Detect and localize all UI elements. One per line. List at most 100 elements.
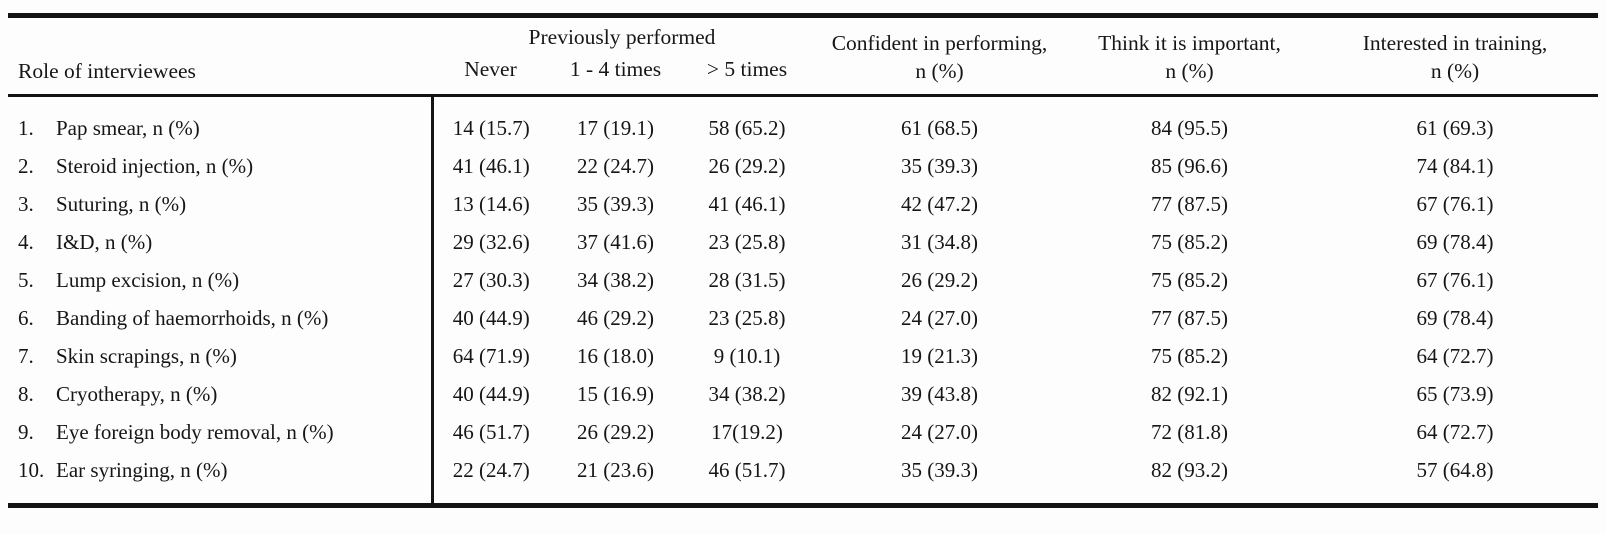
row-role-label: Steroid injection, n (%) (56, 153, 254, 178)
cell-confident: 42 (47.2) (901, 191, 978, 216)
table-row: 6. Banding of haemorrhoids, n (%) 40 (44.… (8, 299, 1598, 338)
table-row: 2. Steroid injection, n (%) 41 (46.1) 22 … (8, 147, 1598, 186)
row-role-label: Eye foreign body removal, n (%) (56, 419, 334, 444)
row-role-label: Banding of haemorrhoids, n (%) (56, 305, 329, 330)
cell-confident: 31 (34.8) (901, 229, 978, 254)
cell-confident: 39 (43.8) (901, 381, 978, 406)
cell-gt-5-times: 26 (29.2) (708, 153, 786, 178)
cell-gt-5-times: 9 (10.1) (713, 343, 781, 368)
table-row: 9. Eye foreign body removal, n (%) 46 (51… (8, 413, 1598, 452)
cell-never: 13 (14.6) (452, 191, 530, 216)
cell-important: 72 (81.8) (1151, 419, 1228, 444)
cell-interested: 67 (76.1) (1416, 267, 1494, 292)
row-role-label: Skin scrapings, n (%) (56, 343, 237, 368)
cell-1-4-times: 16 (18.0) (577, 343, 654, 368)
row-number: 7. (18, 343, 34, 368)
cell-gt-5-times: 17(19.2) (711, 419, 783, 444)
row-number: 6. (18, 305, 34, 330)
cell-important: 77 (87.5) (1151, 305, 1228, 330)
header-role-of-interviewees: Role of interviewees (8, 15, 432, 98)
cell-role: 9. Eye foreign body removal, n (%) (8, 413, 434, 452)
header-interested-line2: n (%) (1430, 59, 1480, 84)
header-interested-in-training: Interested in training, n (%) (1312, 15, 1598, 98)
row-number: 10. (18, 457, 45, 482)
cell-interested: 64 (72.7) (1416, 343, 1494, 368)
cell-gt-5-times: 41 (46.1) (708, 191, 786, 216)
cell-confident: 26 (29.2) (901, 267, 978, 292)
cell-1-4-times: 35 (39.3) (577, 191, 654, 216)
cell-interested: 74 (84.1) (1416, 153, 1494, 178)
cell-role: 10. Ear syringing, n (%) (8, 451, 434, 506)
cell-role: 6. Banding of haemorrhoids, n (%) (8, 299, 434, 338)
cell-important: 77 (87.5) (1151, 191, 1228, 216)
cell-role: 7. Skin scrapings, n (%) (8, 337, 434, 376)
table-body: 1. Pap smear, n (%) 14 (15.7) 17 (19.1) 5… (8, 95, 1598, 506)
header-important-line1: Think it is important, (1098, 31, 1281, 56)
row-role-label: Cryotherapy, n (%) (56, 381, 218, 406)
cell-1-4-times: 34 (38.2) (577, 267, 654, 292)
cell-never: 41 (46.1) (452, 153, 530, 178)
cell-1-4-times: 21 (23.6) (577, 457, 654, 482)
table-row: 1. Pap smear, n (%) 14 (15.7) 17 (19.1) 5… (8, 95, 1598, 148)
procedures-table: Role of interviewees Previously performe… (8, 13, 1598, 509)
cell-never: 27 (30.3) (452, 267, 530, 292)
cell-important: 75 (85.2) (1151, 343, 1228, 368)
row-number: 4. (18, 229, 34, 254)
header-confident-in-performing: Confident in performing, n (%) (812, 15, 1067, 98)
cell-important: 75 (85.2) (1151, 267, 1228, 292)
cell-interested: 69 (78.4) (1416, 305, 1494, 330)
cell-confident: 19 (21.3) (901, 343, 978, 368)
cell-interested: 57 (64.8) (1416, 457, 1494, 482)
header-confident-line2: n (%) (915, 59, 964, 84)
cell-1-4-times: 46 (29.2) (577, 305, 654, 330)
cell-gt-5-times: 34 (38.2) (708, 381, 786, 406)
row-number: 2. (18, 153, 34, 178)
cell-interested: 65 (73.9) (1416, 381, 1494, 406)
row-role-label: Ear syringing, n (%) (56, 457, 228, 482)
cell-important: 82 (92.1) (1151, 381, 1228, 406)
table-row: 8. Cryotherapy, n (%) 40 (44.9) 15 (16.9)… (8, 375, 1598, 414)
header-important-line2: n (%) (1165, 59, 1214, 84)
cell-important: 84 (95.5) (1151, 115, 1228, 140)
cell-confident: 35 (39.3) (901, 457, 978, 482)
cell-confident: 24 (27.0) (901, 419, 978, 444)
row-role-label: Pap smear, n (%) (56, 115, 200, 140)
row-number: 5. (18, 267, 34, 292)
cell-1-4-times: 15 (16.9) (577, 381, 654, 406)
cell-1-4-times: 37 (41.6) (577, 229, 654, 254)
cell-confident: 35 (39.3) (901, 153, 978, 178)
table-row: 10. Ear syringing, n (%) 22 (24.7) 21 (23… (8, 451, 1598, 506)
row-role-label: Suturing, n (%) (56, 191, 187, 216)
cell-never: 46 (51.7) (452, 419, 530, 444)
paper-table-page: Role of interviewees Previously performe… (0, 13, 1606, 534)
cell-1-4-times: 22 (24.7) (577, 153, 654, 178)
cell-important: 75 (85.2) (1151, 229, 1228, 254)
cell-important: 85 (96.6) (1151, 153, 1228, 178)
cell-role: 4. I&D, n (%) (8, 223, 434, 262)
header-interested-line1: Interested in training, (1362, 31, 1548, 56)
table-row: 4. I&D, n (%) 29 (32.6) 37 (41.6) 23 (25.… (8, 223, 1598, 262)
cell-role: 1. Pap smear, n (%) (8, 95, 434, 148)
cell-gt-5-times: 46 (51.7) (708, 457, 786, 482)
row-number: 8. (18, 381, 34, 406)
cell-important: 82 (93.2) (1151, 457, 1228, 482)
cell-confident: 61 (68.5) (901, 115, 978, 140)
header-confident-line1: Confident in performing, (831, 31, 1048, 56)
cell-role: 3. Suturing, n (%) (8, 185, 434, 224)
cell-role: 8. Cryotherapy, n (%) (8, 375, 434, 414)
cell-gt-5-times: 58 (65.2) (708, 115, 786, 140)
header-never: Never (432, 51, 549, 98)
table-row: 5. Lump excision, n (%) 27 (30.3) 34 (38.… (8, 261, 1598, 300)
header-gt-5-times: > 5 times (682, 51, 812, 98)
header-1-4-times: 1 - 4 times (549, 51, 682, 98)
table-header: Role of interviewees Previously performe… (8, 15, 1598, 98)
cell-interested: 67 (76.1) (1416, 191, 1494, 216)
cell-never: 22 (24.7) (452, 457, 530, 482)
cell-never: 29 (32.6) (452, 229, 530, 254)
row-role-label: Lump excision, n (%) (56, 267, 240, 292)
cell-role: 5. Lump excision, n (%) (8, 261, 434, 300)
row-number: 3. (18, 191, 34, 216)
cell-1-4-times: 17 (19.1) (577, 115, 654, 140)
cell-never: 64 (71.9) (452, 343, 530, 368)
cell-never: 40 (44.9) (452, 305, 530, 330)
